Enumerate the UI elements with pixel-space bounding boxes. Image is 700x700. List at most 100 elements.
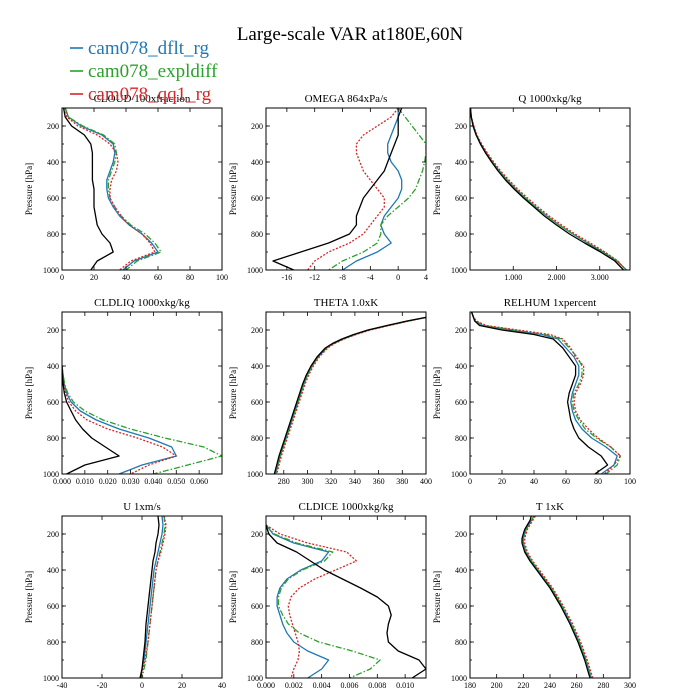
plot-area bbox=[470, 108, 627, 270]
x-tick-label: -12 bbox=[309, 273, 320, 282]
panel-title: U 1xm/s bbox=[123, 501, 161, 513]
y-tick-label: 1000 bbox=[43, 266, 59, 275]
y-axis-label: Pressure [hPa] bbox=[228, 571, 238, 623]
panel-title: CLOUD 100xfraction bbox=[94, 93, 191, 105]
figure-title: Large-scale VAR at180E,60N bbox=[237, 24, 464, 45]
plot-area bbox=[266, 524, 426, 678]
series-line-1 bbox=[470, 108, 627, 270]
series-line-3 bbox=[276, 316, 426, 474]
y-tick-label: 200 bbox=[47, 122, 59, 131]
plot-frame bbox=[61, 515, 223, 679]
series-line-4 bbox=[273, 316, 426, 474]
x-tick-label: 280 bbox=[278, 477, 290, 486]
x-tick-label: 0 bbox=[396, 273, 400, 282]
y-tick-label: 1000 bbox=[451, 674, 467, 683]
x-tick-label: -16 bbox=[282, 273, 293, 282]
y-tick-label: 600 bbox=[251, 194, 263, 203]
y-tick-label: 1000 bbox=[247, 266, 263, 275]
y-tick-label: 800 bbox=[455, 434, 467, 443]
y-tick-label: 800 bbox=[47, 638, 59, 647]
series-line-1 bbox=[62, 365, 177, 474]
y-tick-label: 200 bbox=[455, 530, 467, 539]
x-tick-label: -8 bbox=[339, 273, 346, 282]
y-tick-label: 200 bbox=[251, 530, 263, 539]
panel-title: CLDLIQ 1000xkg/kg bbox=[94, 297, 190, 309]
x-tick-label: 360 bbox=[373, 477, 385, 486]
y-tick-label: 1000 bbox=[451, 266, 467, 275]
y-tick-label: 1000 bbox=[247, 470, 263, 479]
legend-item-2: cam078_expldiff bbox=[70, 61, 218, 82]
series-line-3 bbox=[64, 108, 156, 270]
x-tick-label: 280 bbox=[597, 681, 609, 690]
y-tick-label: 600 bbox=[251, 398, 263, 407]
plot-area bbox=[272, 108, 426, 270]
y-tick-label: 400 bbox=[455, 158, 467, 167]
y-tick-label: 600 bbox=[455, 194, 467, 203]
x-tick-label: 0.006 bbox=[340, 681, 358, 690]
plot-frame bbox=[469, 311, 631, 475]
panel-title: OMEGA 864xPa/s bbox=[305, 93, 388, 105]
series-line-4 bbox=[470, 312, 609, 474]
panel-title: T 1xK bbox=[536, 501, 564, 513]
x-tick-label: 100 bbox=[216, 273, 228, 282]
plot-frame bbox=[61, 107, 223, 271]
legend-label: cam078_expldiff bbox=[88, 61, 218, 82]
plot-frame bbox=[265, 311, 427, 475]
plot-frame bbox=[61, 311, 223, 475]
x-tick-label: -40 bbox=[57, 681, 68, 690]
x-tick-label: 0.010 bbox=[76, 477, 94, 486]
x-tick-label: 0 bbox=[60, 273, 64, 282]
y-tick-label: 400 bbox=[47, 566, 59, 575]
legend-item-1: cam078_dflt_rg bbox=[70, 38, 210, 59]
series-line-2 bbox=[266, 524, 381, 678]
x-tick-label: 40 bbox=[530, 477, 538, 486]
x-tick-label: 0.050 bbox=[167, 477, 185, 486]
x-tick-label: 0.000 bbox=[53, 477, 71, 486]
y-tick-label: 600 bbox=[455, 398, 467, 407]
x-tick-label: 40 bbox=[218, 681, 226, 690]
x-tick-label: 0 bbox=[468, 477, 472, 486]
x-tick-label: 320 bbox=[325, 477, 337, 486]
y-tick-label: 600 bbox=[47, 194, 59, 203]
chart-panel-3: Q 1000xkg/kg 200 400 600 800 1000 1.000 2.000 3.… bbox=[432, 93, 631, 282]
x-tick-label: 380 bbox=[396, 477, 408, 486]
series-line-2 bbox=[328, 108, 426, 270]
y-axis-label: Pressure [hPa] bbox=[432, 163, 442, 215]
panel-title: THETA 1.0xK bbox=[314, 297, 379, 309]
y-tick-label: 800 bbox=[47, 434, 59, 443]
legend-label: cam078_qq1_rg bbox=[88, 84, 212, 105]
x-tick-label: 80 bbox=[186, 273, 194, 282]
x-tick-label: 100 bbox=[624, 477, 636, 486]
plot-area bbox=[139, 516, 167, 678]
y-axis-label: Pressure [hPa] bbox=[228, 163, 238, 215]
series-line-3 bbox=[62, 365, 177, 474]
series-line-4 bbox=[62, 108, 114, 270]
x-tick-label: 80 bbox=[594, 477, 602, 486]
x-tick-label: 300 bbox=[624, 681, 636, 690]
series-line-3 bbox=[266, 524, 358, 678]
chart-panel-7: U 1xm/s 200 400 600 800 1000-40 -20 0 20 40 Pressu… bbox=[24, 501, 226, 690]
y-tick-label: 400 bbox=[455, 362, 467, 371]
y-tick-label: 600 bbox=[251, 602, 263, 611]
legend-item-3: cam078_qq1_rg bbox=[70, 84, 212, 105]
x-tick-label: 3.000 bbox=[591, 273, 609, 282]
x-tick-label: 300 bbox=[301, 477, 313, 486]
y-tick-label: 200 bbox=[251, 122, 263, 131]
x-tick-label: 240 bbox=[544, 681, 556, 690]
y-tick-label: 1000 bbox=[43, 674, 59, 683]
x-tick-label: 60 bbox=[154, 273, 162, 282]
y-tick-label: 600 bbox=[47, 398, 59, 407]
series-line-3 bbox=[470, 312, 622, 474]
series-line-1 bbox=[140, 516, 164, 678]
x-tick-label: 0.004 bbox=[313, 681, 331, 690]
x-tick-label: 220 bbox=[517, 681, 529, 690]
y-tick-label: 600 bbox=[47, 602, 59, 611]
series-line-4 bbox=[470, 108, 624, 270]
y-tick-label: 1000 bbox=[451, 470, 467, 479]
series-line-4 bbox=[266, 524, 426, 678]
series-line-2 bbox=[141, 516, 166, 678]
y-tick-label: 800 bbox=[455, 638, 467, 647]
y-tick-label: 800 bbox=[47, 230, 59, 239]
